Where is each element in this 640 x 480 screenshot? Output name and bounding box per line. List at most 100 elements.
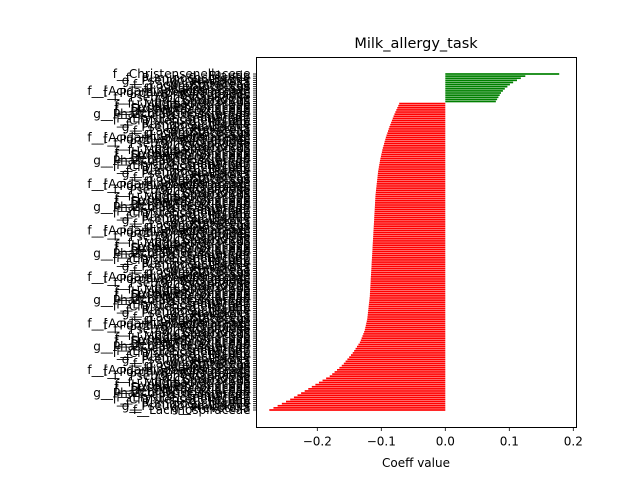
bar — [382, 149, 446, 151]
y-tick-label: f__[Acidaminobacteraceae] — [87, 316, 250, 330]
bar — [388, 128, 446, 130]
bar — [372, 240, 446, 242]
bar — [370, 280, 446, 282]
y-tick-label: f__Christensenellaceae — [113, 299, 251, 313]
y-tick-label: g__Blautia — [189, 395, 251, 409]
y-tick-label: f__Ruminococcaceae — [126, 257, 251, 271]
bar — [343, 362, 446, 365]
x-tick-label: 0.2 — [564, 435, 583, 449]
bar — [378, 166, 446, 168]
y-tick-label: f__Succinivibrionaceae — [114, 287, 250, 301]
y-tick-label: g__Coprococcus — [155, 187, 251, 201]
y-tick-label: g__Phascolarctobacterium — [93, 340, 250, 354]
bar — [269, 409, 446, 411]
bar — [369, 299, 446, 301]
bar — [445, 79, 517, 82]
bar — [379, 161, 446, 164]
bar — [315, 383, 446, 386]
bar — [371, 271, 446, 274]
bar — [301, 392, 446, 394]
y-tick-label: f__Mogibacteriaceae — [128, 97, 251, 111]
y-tick-label: g__Bacteroides — [160, 135, 251, 149]
bar — [374, 210, 446, 213]
bar — [373, 231, 446, 234]
y-tick-label: f__Ruminococcaceae — [126, 164, 251, 178]
bar — [365, 326, 446, 329]
y-tick-label: f__Lachnospiraceae — [133, 264, 251, 278]
y-tick-label: f__Hyphomicrobiaceae — [115, 192, 251, 206]
y-tick-label: g__Coprococcus — [155, 94, 251, 108]
y-tick-label: f__Porphyromonadaceae — [103, 225, 250, 239]
y-tick-label: g__Coprococcus — [155, 280, 251, 294]
y-tick-label: f__Erysipelotrichaceae — [116, 204, 250, 218]
y-tick-label: f__Alcaligenaceae — [143, 82, 250, 96]
bar — [376, 185, 446, 187]
y-tick-label: g__Gemmiger — [168, 202, 251, 216]
y-tick-label: f__Hyphomicrobiaceae — [115, 145, 251, 159]
y-tick-label: g__Bacteroides — [160, 228, 251, 242]
bar — [369, 297, 446, 299]
y-tick-label: g__Prevotella — [171, 122, 250, 136]
y-tick-label: g__Prevotella — [171, 215, 250, 229]
bar — [367, 316, 446, 318]
y-tick-label: g__Pseudoramibacter — [122, 213, 251, 227]
bar — [337, 369, 446, 371]
y-tick-label: g__Pseudoramibacter — [122, 166, 251, 180]
y-tick-label: f__Mogibacteriaceae — [128, 190, 251, 204]
y-tick-label: f__[Acidaminobacteraceae] — [87, 223, 250, 237]
y-tick-label: f__Porphyromonadaceae — [103, 86, 250, 100]
bar — [370, 276, 446, 278]
y-tick-label: g__Prevotella — [171, 308, 250, 322]
y-tick-label: g__Blautia — [189, 348, 251, 362]
bar — [375, 195, 446, 198]
y-tick-label: f__[Acidaminobacteraceae] — [87, 84, 250, 98]
x-axis: −0.2 −0.1 0.0 0.1 0.2 — [303, 427, 583, 449]
y-tick-label: f__Porphyromonadaceae — [103, 365, 250, 379]
bar — [358, 343, 446, 346]
y-tick-label: f__Alcaligenaceae — [143, 175, 250, 189]
y-tick-label: g__Coprococcus — [155, 327, 251, 341]
y-tick-label: f__Alcaligenaceae — [143, 361, 250, 375]
bar — [290, 398, 446, 401]
bar — [367, 318, 446, 320]
y-tick-label: f__Lachnospiraceae — [133, 310, 251, 324]
y-tick-label: g__Phascolarctobacterium — [93, 154, 250, 168]
y-tick-label: g__Blautia — [189, 209, 251, 223]
bar — [345, 360, 446, 363]
y-tick-label: f__Peptococcaceae — [137, 289, 250, 303]
y-tick-label: f__Erysipelotrichaceae — [116, 390, 250, 404]
y-tick-label: f__Erysipelotrichaceae — [116, 251, 250, 265]
bars — [269, 73, 560, 411]
bar — [371, 257, 446, 259]
y-tick-label: f__Pseudomonadaceae — [113, 183, 250, 197]
y-tick-label: g__Prevotella — [171, 401, 250, 415]
y-tick-label: g__Gemmiger — [168, 295, 251, 309]
x-tick-label: 0.1 — [500, 435, 519, 449]
y-tick-label: f__Lachnospiraceae — [133, 171, 251, 185]
bar — [297, 394, 446, 397]
y-tick-label: g__Blautia — [189, 302, 251, 316]
bar — [445, 100, 496, 103]
y-tick-label: f__Pseudomonadaceae — [113, 90, 250, 104]
y-tick-label: f__Mogibacteriaceae — [128, 143, 251, 157]
y-tick-label: g__Phascolarctobacterium — [93, 386, 250, 400]
y-tick-label: f__Christensenellaceae — [113, 113, 251, 127]
bar — [376, 180, 446, 183]
bar — [374, 214, 446, 217]
y-tick-label: f__[Acidaminobacteraceae] — [87, 177, 250, 191]
y-tick-label: g__Coprococcus — [155, 234, 251, 248]
bar — [374, 218, 446, 221]
bar — [371, 269, 446, 272]
y-tick-label: f__Dehalobacteriaceae — [114, 245, 250, 259]
bar — [388, 130, 446, 132]
bar — [399, 102, 446, 105]
bar — [371, 261, 446, 263]
y-tick-label: g__Clostridium — [162, 325, 250, 339]
y-tick-label: g__Gemmiger — [168, 109, 251, 123]
y-tick-label: f__Ruminococcaceae — [126, 350, 251, 364]
bar — [380, 157, 446, 160]
bar — [380, 155, 446, 158]
bar — [392, 117, 446, 120]
bar — [370, 286, 446, 289]
